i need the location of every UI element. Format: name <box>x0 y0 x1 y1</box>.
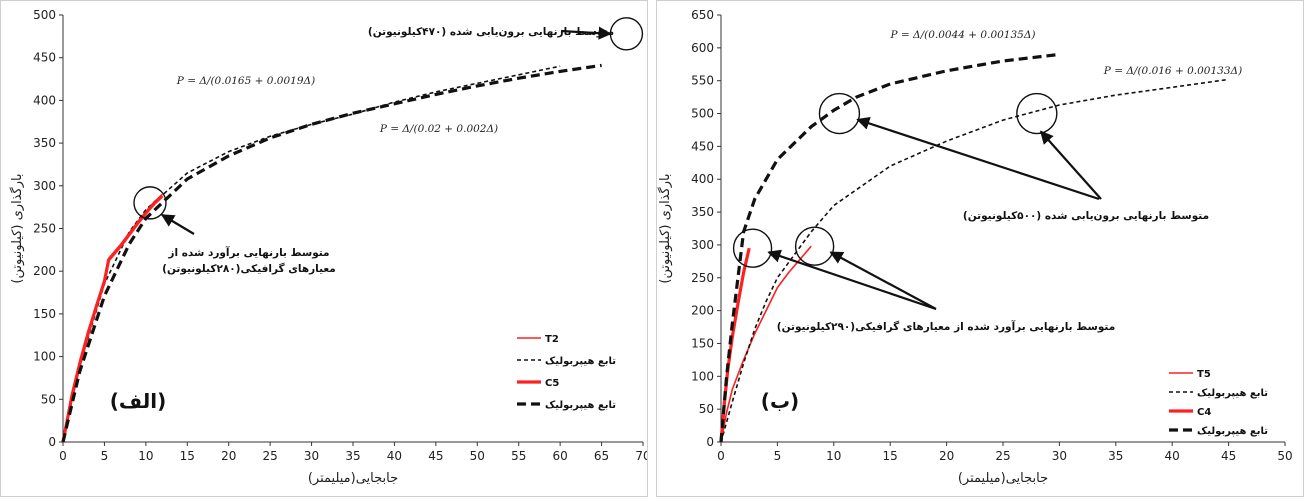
y-tick-label: 50 <box>41 392 56 406</box>
y-tick-label: 350 <box>691 205 714 219</box>
annotation-arrow <box>560 26 612 40</box>
x-tick-label: 25 <box>263 449 278 463</box>
legend-label-4: تابع هیپربولیک <box>545 400 616 411</box>
y-tick-label: 500 <box>33 8 56 22</box>
x-tick-label: 40 <box>1165 449 1180 463</box>
legend-label-3: C4 <box>1197 407 1211 418</box>
y-tick-label: 250 <box>33 222 56 236</box>
y-tick-label: 0 <box>48 435 56 449</box>
y-tick-label: 350 <box>33 136 56 150</box>
legend-label-1: T5 <box>1197 369 1211 380</box>
panel-label: (ب) <box>761 389 799 413</box>
x-axis-title: جابجایی(میلیمتر) <box>958 471 1048 486</box>
series-line-2 <box>720 78 1229 443</box>
x-tick-label: 35 <box>345 449 360 463</box>
x-tick-label: 10 <box>826 449 841 463</box>
chart-a-svg: 0 5 10 15 20 25 30 35 40 45 50 55 60 65 70 0 50 100 150 200… <box>9 8 651 486</box>
x-tick-label: 10 <box>138 449 153 463</box>
x-tick-label: 30 <box>1052 449 1067 463</box>
chart-panel-b: 0 5 10 15 20 25 30 35 40 45 50 0 50 100 150 200 250 300 35… <box>656 0 1304 497</box>
y-tick-label: 300 <box>691 238 714 252</box>
annotation-arrow <box>856 116 1100 201</box>
y-tick-label: 150 <box>691 336 714 350</box>
x-tick-label: 65 <box>594 449 609 463</box>
y-tick-label: 200 <box>33 264 56 278</box>
x-tick-label: 55 <box>511 449 526 463</box>
series-line-1 <box>720 245 812 443</box>
y-tick-label: 400 <box>691 172 714 186</box>
annotation-arrow <box>1039 130 1102 200</box>
x-tick-label: 35 <box>1108 449 1123 463</box>
y-tick-label: 100 <box>691 369 714 383</box>
x-tick-label: 15 <box>883 449 898 463</box>
legend-label-4: تابع هیپربولیک <box>1197 426 1268 437</box>
annotation-text: متوسط بارنهایی برآورد شده از <box>167 246 329 259</box>
y-tick-label: 0 <box>706 435 714 449</box>
chart-b-svg: 0 5 10 15 20 25 30 35 40 45 5005010015020025030035… <box>657 8 1293 486</box>
x-tick-label: 25 <box>995 449 1010 463</box>
x-tick-label: 45 <box>1221 449 1236 463</box>
formula-label: P = Δ/(0.016 + 0.00133Δ) <box>1103 65 1242 77</box>
x-tick-label: 5 <box>774 449 782 463</box>
annotation-circle <box>133 186 167 220</box>
formula-label: P = Δ/(0.0044 + 0.00135Δ) <box>889 29 1035 41</box>
x-tick-label: 60 <box>553 449 568 463</box>
y-tick-label: 600 <box>691 41 714 55</box>
formula-label: P = Δ/(0.02 + 0.002Δ) <box>379 123 498 135</box>
x-tick-label: 20 <box>221 449 236 463</box>
annotation-circle <box>794 226 835 266</box>
annotation-circle <box>1016 92 1058 135</box>
y-tick-label: 100 <box>33 350 56 364</box>
legend-label-3: C5 <box>545 378 559 389</box>
annotation-text: متوسط بارنهایی برون‌یابی شده (۵۰۰کیلونیو… <box>963 210 1209 222</box>
x-tick-label: 20 <box>939 449 954 463</box>
y-tick-label: 500 <box>691 107 714 121</box>
chart-panel-a: 0 5 10 15 20 25 30 35 40 45 50 55 60 65 70 0 50 100 150 200… <box>0 0 651 497</box>
y-tick-label: 150 <box>33 307 56 321</box>
series-line-2 <box>62 65 561 443</box>
y-axis-title: بارگذاری (کیلونیوتن) <box>657 173 673 283</box>
y-tick-label: 400 <box>33 93 56 107</box>
y-tick-label: 50 <box>699 402 714 416</box>
annotation-circle <box>609 17 644 51</box>
series-line-3 <box>61 194 164 443</box>
y-tick-label: 450 <box>33 51 56 65</box>
formula-label: P = Δ/(0.0165 + 0.0019Δ) <box>176 75 315 87</box>
x-tick-label: 5 <box>101 449 109 463</box>
x-tick-label: 0 <box>59 449 67 463</box>
x-tick-label: 50 <box>470 449 485 463</box>
panel-label: (الف) <box>110 389 166 413</box>
annotation-arrow <box>829 251 937 310</box>
annotation-circle <box>818 92 861 135</box>
x-tick-label: 45 <box>428 449 443 463</box>
x-tick-label: 40 <box>387 449 402 463</box>
annotation-text: متوسط بارنهایی برون‌یابی شده (۴۷۰کیلونیو… <box>368 26 614 38</box>
x-tick-label: 30 <box>304 449 319 463</box>
annotation-text: متوسط بارنهایی برآورد شده از معیارهای گر… <box>777 320 1115 333</box>
annotation-arrow <box>767 249 937 311</box>
x-tick-label: 70 <box>635 449 647 463</box>
series-line-3 <box>719 247 751 443</box>
y-tick-label: 550 <box>691 74 714 88</box>
series-line-4 <box>61 63 602 443</box>
y-tick-label: 300 <box>33 179 56 193</box>
y-tick-label: 200 <box>691 304 714 318</box>
x-tick-label: 0 <box>717 449 725 463</box>
x-axis-title: جابجایی(میلیمتر) <box>308 471 398 486</box>
x-tick-label: 15 <box>180 449 195 463</box>
y-tick-label: 650 <box>691 8 714 22</box>
legend-label-2: تابع هیپربولیک <box>545 356 616 367</box>
series-line-4 <box>719 52 1060 443</box>
x-tick-label: 50 <box>1277 449 1292 463</box>
y-tick-label: 450 <box>691 139 714 153</box>
annotation-circle <box>732 228 773 268</box>
y-axis-title: بارگذاری (کیلونیوتن) <box>9 173 25 283</box>
legend-label-1: T2 <box>545 334 559 345</box>
annotation-arrow <box>160 213 195 235</box>
annotation-text: معیارهای گرافیکی(۲۸۰کیلونیوتن) <box>162 262 336 275</box>
y-tick-label: 250 <box>691 271 714 285</box>
legend-label-2: تابع هیپربولیک <box>1197 388 1268 399</box>
